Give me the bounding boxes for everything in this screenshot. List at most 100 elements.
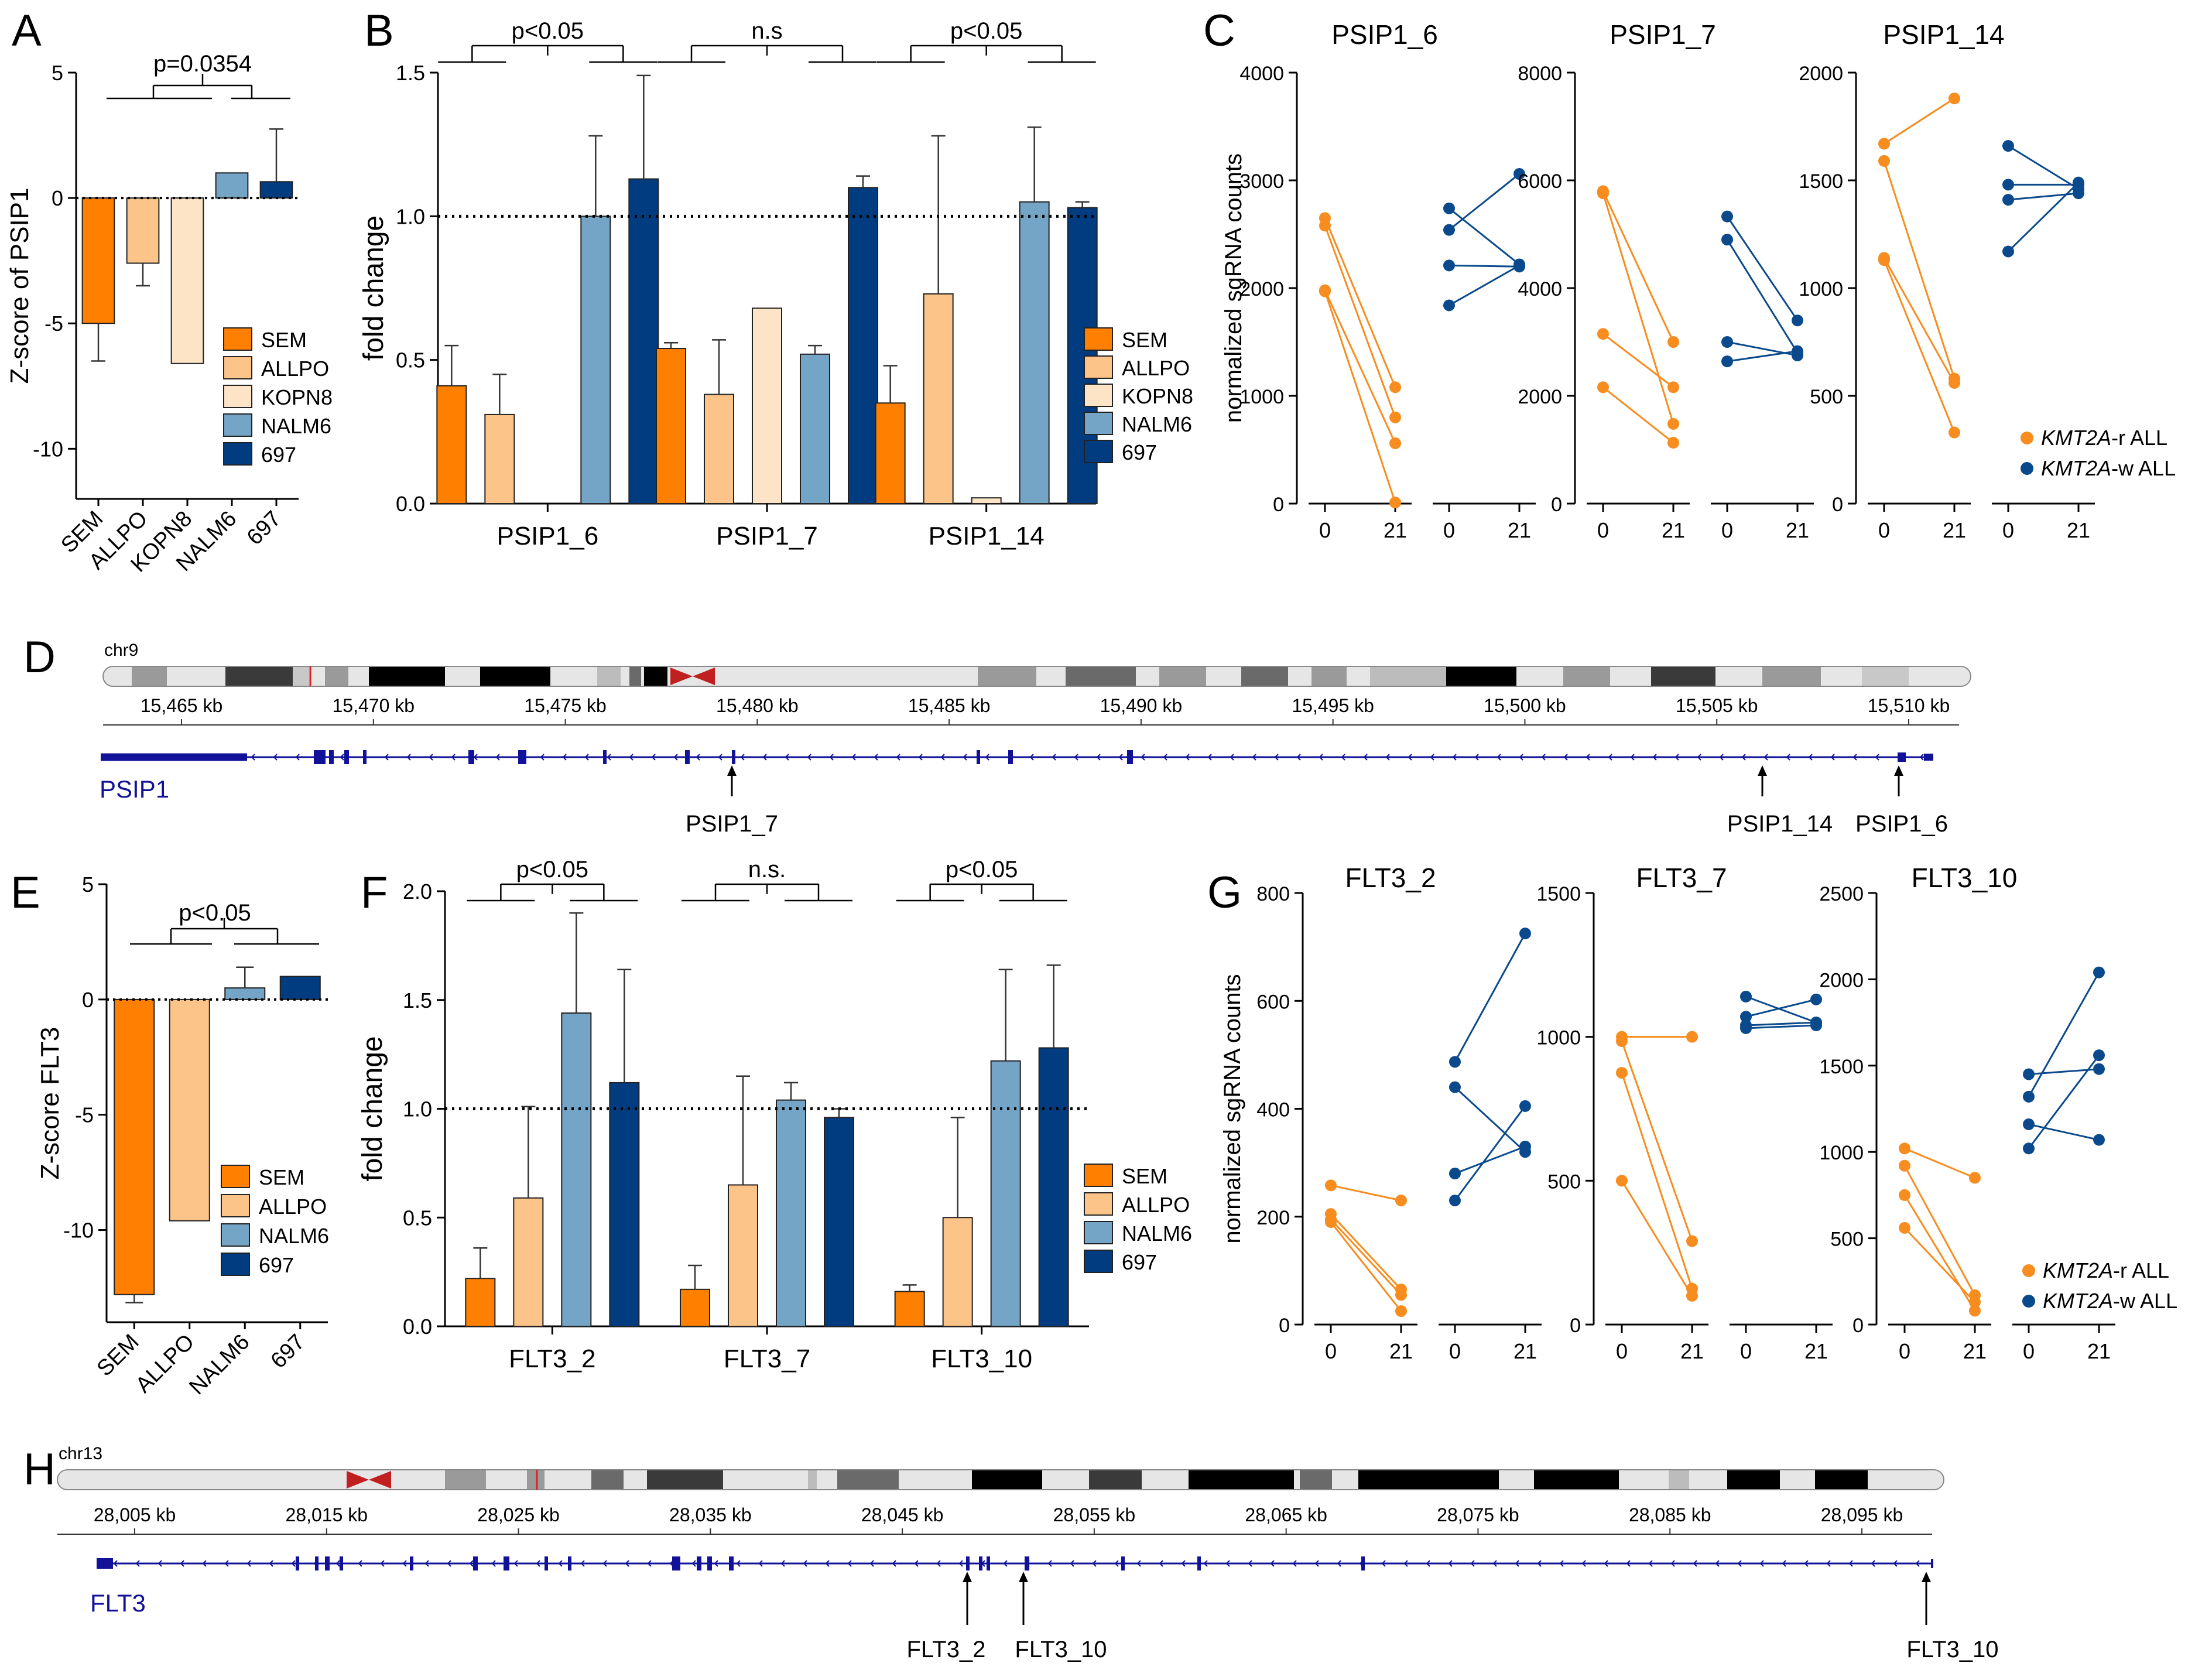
kmt2a-r-line	[1324, 291, 1396, 503]
strand-arrow	[1408, 754, 1412, 761]
panel-b: B 0.0 0.5 1.0 1.5 fold change PSIP1_6 p<0.05 PSI…	[358, 6, 1193, 550]
strand-arrow	[851, 754, 856, 761]
strand-arrow	[202, 1560, 207, 1567]
exon	[504, 1556, 509, 1570]
cytoband	[1311, 667, 1347, 686]
coordinate-label: 15,470 kb	[332, 695, 415, 716]
legend-rest: -r ALL	[2111, 426, 2167, 450]
y-tick-label: 1000	[1799, 278, 1843, 300]
exon	[979, 1556, 982, 1570]
strand-arrow	[251, 754, 255, 761]
kmt2a-w-point-day21	[1519, 1140, 1531, 1152]
exon	[707, 1556, 712, 1570]
kmt2a-r-line	[1621, 1180, 1693, 1296]
bar-nalm6	[224, 987, 266, 1000]
strand-arrow	[691, 1560, 696, 1567]
coordinate-label: 15,505 kb	[1676, 695, 1758, 716]
legend-label-allpo: ALLPO	[1122, 356, 1190, 380]
subplot-title: FLT3_7	[1636, 863, 1727, 893]
guide-label-flt3_10: FLT3_10	[1015, 1637, 1107, 1662]
strand-arrow	[762, 754, 767, 761]
bar-flt3_7-sem	[680, 1288, 710, 1327]
cytoband	[1066, 667, 1136, 686]
exon	[987, 1556, 990, 1570]
y-tick-label: 0.0	[396, 492, 425, 516]
strand-arrow	[406, 754, 411, 761]
y-axis-label: normalized sgRNA counts	[1221, 153, 1247, 423]
y-tick-label: 500	[1830, 1229, 1864, 1251]
legend-label-nalm6: NALM6	[1122, 1221, 1192, 1246]
kmt2a-w-point-day0	[1740, 990, 1752, 1002]
coordinate-label: 15,495 kb	[1292, 695, 1374, 716]
y-tick-label: 2000	[1239, 278, 1284, 300]
x-tick-label: 21	[1943, 518, 1966, 542]
y-tick-label: 0	[82, 988, 94, 1012]
strand-arrow	[1159, 1560, 1163, 1567]
bar-flt3_7-697	[824, 1117, 854, 1327]
group-label-psip1_6: PSIP1_6	[496, 522, 598, 550]
strand-arrow	[718, 754, 722, 761]
coordinate-label: 28,045 kb	[861, 1504, 944, 1525]
legend-label-sem: SEM	[1122, 1164, 1167, 1188]
kmt2a-r-line	[1621, 1041, 1693, 1242]
kmt2a-r-point-day21	[1667, 336, 1679, 348]
chromosome-label: chr9	[104, 641, 138, 660]
kmt2a-w-point-day0	[2002, 140, 2014, 152]
strand-arrow	[1626, 1560, 1631, 1567]
cytoband	[132, 667, 167, 686]
kmt2a-r-line	[1883, 259, 1956, 433]
subplot-flt3_2: 0 200 400 600 800 FLT3_2 0 21 0 21	[1256, 863, 1542, 1363]
x-tick-label: 21	[1804, 1339, 1828, 1363]
centromere-marker	[670, 668, 715, 685]
y-tick-label: -5	[75, 1103, 94, 1127]
strand-arrow	[1341, 754, 1345, 761]
gene-name: FLT3	[90, 1589, 146, 1617]
strand-arrow	[447, 1560, 451, 1567]
exon	[1121, 1556, 1125, 1570]
y-tick-label: -10	[63, 1219, 94, 1243]
kmt2a-w-line	[1726, 215, 1799, 321]
guide-label-flt3_10: FLT3_10	[1906, 1637, 1998, 1662]
exon	[344, 750, 349, 764]
x-tick-label: 21	[1513, 1339, 1537, 1363]
panel-f: F 0.0 0.5 1.0 1.5 2.0 fold change FLT3_2 p<0.05 F…	[357, 857, 1192, 1373]
strand-arrow	[1296, 754, 1301, 761]
coordinate-label: 28,065 kb	[1245, 1504, 1327, 1525]
cytoband	[978, 667, 1036, 686]
strand-arrow	[785, 754, 789, 761]
kmt2a-r-line	[1330, 1219, 1402, 1296]
strand-arrow	[1203, 1560, 1208, 1567]
strand-arrow	[1114, 1560, 1119, 1567]
significance-bracket-label: n.s	[751, 18, 782, 44]
cytoband	[837, 1470, 899, 1489]
coordinate-label: 28,015 kb	[285, 1504, 368, 1525]
kmt2a-r-point-day0	[1597, 381, 1609, 394]
significance-bracket-label: p<0.05	[946, 857, 1018, 882]
strand-arrow	[1537, 1560, 1542, 1567]
y-axis-label: Z-score of PSIP1	[5, 187, 34, 384]
exon	[320, 750, 326, 764]
bar-flt3_2-697	[609, 1082, 640, 1327]
coordinate-label: 15,485 kb	[908, 695, 991, 716]
strand-arrow	[1074, 754, 1078, 761]
x-tick-label: 0	[1899, 1339, 1910, 1363]
strand-arrow	[936, 1560, 941, 1567]
y-tick-label: 4000	[1518, 278, 1562, 300]
kmt2a-w-point-day0	[2002, 245, 2014, 258]
kmt2a-w-point-day0	[1443, 299, 1455, 312]
strand-arrow	[1292, 1560, 1297, 1567]
bar-psip1_7-nalm6	[800, 353, 830, 504]
cytoband	[527, 1470, 545, 1489]
y-tick-label: 1.0	[396, 204, 425, 228]
x-tick-label-nalm6: NALM6	[184, 1330, 254, 1400]
legend-label-kopn8: KOPN8	[1122, 384, 1193, 408]
strand-arrow	[896, 754, 900, 761]
kmt2a-r-point-day0	[1899, 1189, 1910, 1201]
strand-arrow	[1763, 754, 1768, 761]
exon	[296, 1556, 299, 1570]
legend-label-697: 697	[261, 443, 296, 467]
kmt2a-r-point-day21	[1667, 381, 1679, 394]
panel-letter: E	[11, 868, 40, 918]
coordinate-label: 15,480 kb	[716, 695, 799, 716]
kmt2a-w-line	[1449, 265, 1520, 306]
